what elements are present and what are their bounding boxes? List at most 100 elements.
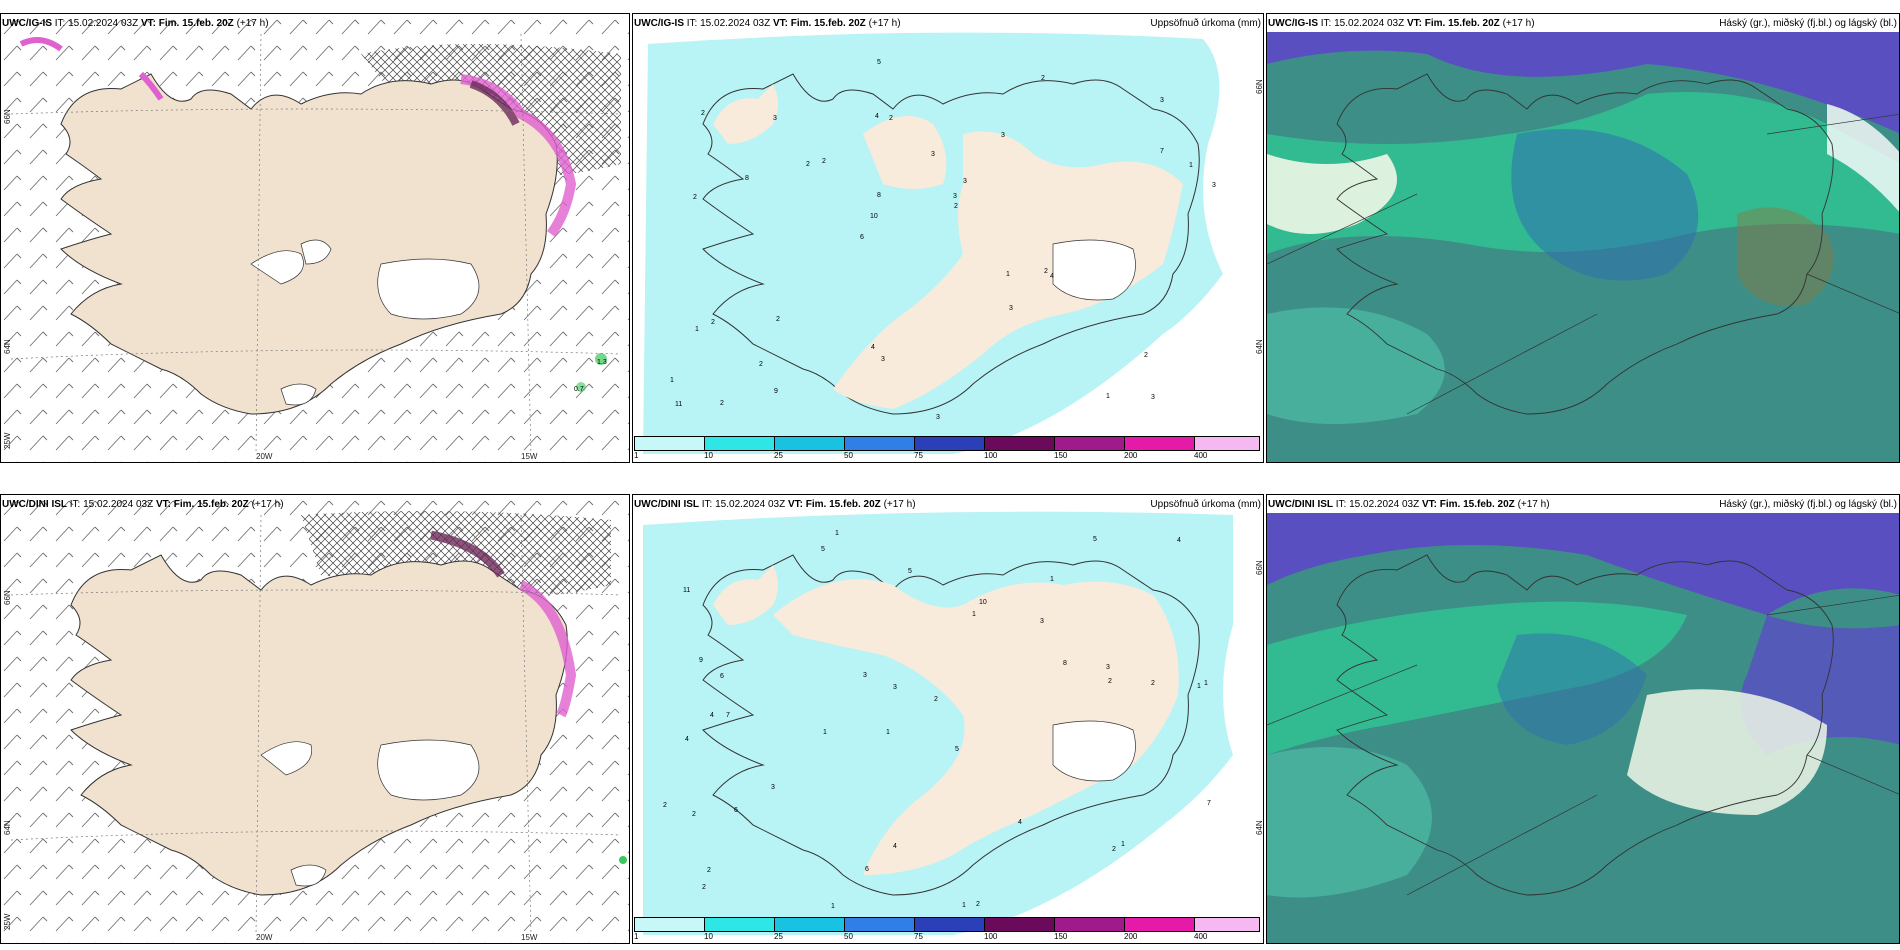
- precip-value: 1: [1189, 162, 1193, 169]
- lat-label: 66N: [3, 109, 12, 124]
- precip-value: 2: [1144, 352, 1148, 359]
- precip-value: 5: [821, 546, 825, 553]
- precip-value: 3: [773, 115, 777, 122]
- precip-value: 3: [771, 784, 775, 791]
- iceland-land: [70, 554, 568, 896]
- precip-value: 3: [963, 178, 967, 185]
- precip-value: 2: [1041, 75, 1045, 82]
- precip-value: 1: [886, 729, 890, 736]
- precip-value: 2: [1112, 846, 1116, 853]
- lat-label: 64N: [3, 820, 12, 835]
- precip-value: 4: [685, 736, 689, 743]
- lon-label: 15W: [521, 933, 538, 942]
- precip-value: 4: [1050, 273, 1054, 280]
- precip-value: 5: [877, 59, 881, 66]
- legend-label: 1: [634, 932, 639, 941]
- lat-label: 66N: [1255, 560, 1264, 575]
- precip-value: 2: [954, 203, 958, 210]
- panel-subtitle: Uppsöfnuð úrkoma (mm): [1150, 499, 1261, 510]
- legend-swatch: [1194, 917, 1260, 932]
- precip-value: 2: [711, 319, 715, 326]
- precip-legend: 1 10 25 50 75 100 150 200 400: [634, 436, 1260, 460]
- precip-value: 3: [881, 356, 885, 363]
- precip-value: 1: [1006, 271, 1010, 278]
- legend-label: 75: [914, 932, 923, 941]
- precip-value: 4: [1177, 537, 1181, 544]
- legend-swatch: [774, 917, 845, 932]
- legend-label: 10: [704, 451, 713, 460]
- legend-swatch: [1124, 917, 1195, 932]
- panel-subtitle: Uppsöfnuð úrkoma (mm): [1150, 18, 1261, 29]
- lon-label: 20W: [256, 933, 273, 942]
- precip-value: 1: [1106, 393, 1110, 400]
- precip-value: 2: [1044, 268, 1048, 275]
- legend-label: 100: [984, 932, 998, 941]
- legend-swatch: [984, 917, 1055, 932]
- precip-value: 3: [931, 151, 935, 158]
- precip-value: 2: [702, 884, 706, 891]
- precip-value: 1: [670, 377, 674, 384]
- precip-value: 1: [695, 326, 699, 333]
- precip-value: 1: [1197, 683, 1201, 690]
- precip-value: 2: [720, 400, 724, 407]
- lat-label: 64N: [3, 339, 12, 354]
- legend-swatch: [844, 917, 915, 932]
- lon-label: 20W: [256, 452, 273, 461]
- precip-value: 2: [693, 194, 697, 201]
- wind-map: [1, 495, 629, 943]
- precip-value: 9: [774, 388, 778, 395]
- legend-swatch: [634, 917, 705, 932]
- precip-value: 2: [707, 867, 711, 874]
- low-cloud: [1267, 32, 1899, 134]
- cloud-panel-bottom: UWC/DINI ISL IT: 15.02.2024 03Z VT: Fim.…: [1266, 494, 1900, 944]
- precip-value: 7: [1160, 148, 1164, 155]
- legend-label: 10: [704, 932, 713, 941]
- lon-label: 15W: [521, 452, 538, 461]
- precip-value: 1: [962, 902, 966, 909]
- legend-label: 25: [774, 451, 783, 460]
- precip-legend: 1 10 25 50 75 100 150 200 400: [634, 917, 1260, 941]
- panel-title: UWC/DINI ISL IT: 15.02.2024 03Z VT: Fim.…: [1268, 499, 1550, 510]
- precip-value: 4: [871, 344, 875, 351]
- precip-value: 3: [1001, 132, 1005, 139]
- legend-label: 400: [1194, 451, 1208, 460]
- precip-value: 6: [720, 673, 724, 680]
- lat-label: 66N: [3, 590, 12, 605]
- precip-value: 3: [953, 193, 957, 200]
- legend-label: 150: [1054, 932, 1068, 941]
- precip-value: 2: [1108, 678, 1112, 685]
- precip-value: 2: [822, 158, 826, 165]
- precip-value: 8: [877, 192, 881, 199]
- precip-value: 2: [776, 316, 780, 323]
- legend-label: 50: [844, 451, 853, 460]
- legend-label: 50: [844, 932, 853, 941]
- precip-value: 6: [860, 234, 864, 241]
- precip-value: 3: [863, 672, 867, 679]
- precip-value: 11: [683, 587, 690, 594]
- legend-label: 25: [774, 932, 783, 941]
- panel-subtitle: Háský (gr.), miðský (fj.bl.) og lágský (…: [1719, 18, 1897, 29]
- precip-value: 1: [972, 611, 976, 618]
- dry-land: [833, 116, 1183, 409]
- precip-value: 8: [1063, 660, 1067, 667]
- cloud-panel-top: UWC/IG-IS IT: 15.02.2024 03Z VT: Fim. 15…: [1266, 13, 1900, 463]
- lat-label: 25W: [3, 432, 12, 449]
- legend-swatch: [704, 436, 775, 451]
- precip-value: 2: [976, 901, 980, 908]
- legend-label: 75: [914, 451, 923, 460]
- precip-value: 3: [893, 684, 897, 691]
- precip-value: 3: [1040, 618, 1044, 625]
- legend-swatch: [1124, 436, 1195, 451]
- legend-swatch: [704, 917, 775, 932]
- precip-panel-bottom: UWC/DINI ISL IT: 15.02.2024 03Z VT: Fim.…: [632, 494, 1264, 944]
- glacier: [377, 258, 480, 320]
- precip-value: 3: [936, 414, 940, 421]
- wind-panel-top: UWC/IG-IS IT: 15.02.2024 03Z VT: Fim. 15…: [0, 13, 630, 463]
- precip-value: 10: [979, 599, 987, 606]
- precip-value: 10: [870, 213, 878, 220]
- precip-band-east: [460, 74, 577, 237]
- precip-value: 2: [934, 696, 938, 703]
- precip-value: 2: [692, 811, 696, 818]
- panel-title: UWC/DINI ISL IT: 15.02.2024 03Z VT: Fim.…: [2, 499, 284, 510]
